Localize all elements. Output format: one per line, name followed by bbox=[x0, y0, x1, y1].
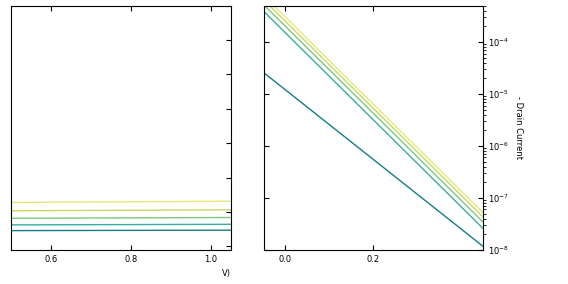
Y-axis label: - Drain Current: - Drain Current bbox=[513, 96, 523, 159]
X-axis label: V): V) bbox=[222, 269, 231, 278]
